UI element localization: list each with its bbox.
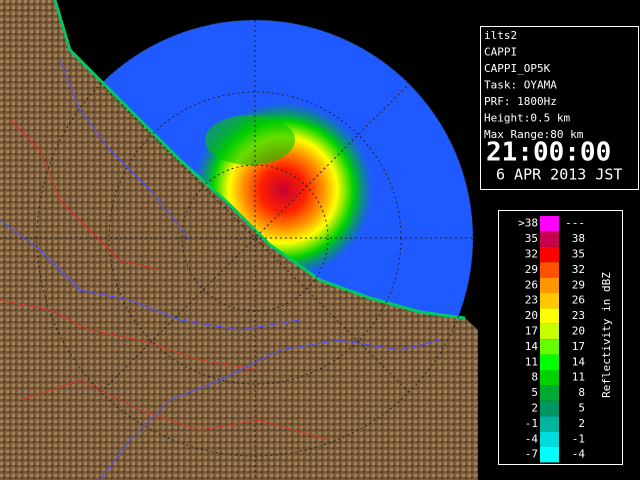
coastal-echo: [53, 0, 466, 320]
info-line: ilts2: [484, 29, 517, 42]
legend-high: 29: [572, 278, 585, 291]
legend-high: 14: [572, 355, 586, 368]
legend-high: 38: [572, 232, 585, 245]
legend-low: 20: [525, 309, 538, 322]
legend-swatch: [540, 416, 559, 432]
legend-low: 29: [525, 263, 538, 276]
legend-swatch: [540, 431, 559, 447]
legend-low: 5: [531, 386, 538, 399]
legend-high: 32: [572, 263, 585, 276]
legend-high: -1: [572, 432, 585, 445]
legend-swatch: [540, 231, 559, 247]
legend-swatch: [540, 370, 559, 386]
legend-swatch: [540, 262, 559, 278]
legend-swatch: [540, 339, 559, 355]
legend-high: 2: [578, 417, 585, 430]
legend-low: 35: [525, 232, 538, 245]
legend-high: 5: [578, 402, 585, 415]
info-panel: [480, 26, 639, 190]
legend-high: -4: [572, 448, 586, 461]
map: [0, 0, 478, 480]
legend-low: 26: [525, 278, 538, 291]
legend-high: 8: [578, 386, 585, 399]
legend-high: 26: [572, 294, 585, 307]
legend-low: >38: [518, 217, 538, 230]
legend-low: -4: [525, 432, 539, 445]
legend-low: 2: [531, 402, 538, 415]
legend-swatch: [540, 277, 559, 293]
legend-high: 11: [572, 371, 585, 384]
info-line: CAPPI: [484, 46, 517, 59]
range-rings: [0, 19, 478, 480]
legend-low: 11: [525, 355, 538, 368]
info-line: CAPPI_OP5K: [484, 62, 551, 75]
info-line: Max Range:80 km: [484, 128, 584, 141]
land: [0, 0, 478, 480]
legend-low: -7: [525, 448, 538, 461]
legend-swatch: [540, 354, 559, 370]
legend-high: 35: [572, 248, 585, 261]
legend-high: 23: [572, 309, 585, 322]
legend-low: 14: [525, 340, 539, 353]
date: 6 APR 2013 JST: [496, 166, 622, 184]
info-lines: ilts2 CAPPI CAPPI_OP5K Task: OYAMA PRF: 1800…: [484, 29, 584, 141]
legend-high: 20: [572, 325, 585, 338]
precipitation-area: [205, 115, 295, 165]
legend-low: 23: [525, 294, 538, 307]
legend-swatch: [540, 447, 559, 463]
legend-swatch: [540, 293, 559, 309]
legend-swatch: [540, 246, 559, 263]
legend-low: 32: [525, 248, 538, 261]
legend-rows: >38 --- 35 38 32 35 29 32 26 29 23 26 20 23 17 20 14 17 11…: [518, 216, 586, 463]
legend-swatch: [540, 400, 559, 417]
legend-high: 17: [572, 340, 585, 353]
info-line: PRF: 1800Hz: [484, 95, 557, 108]
time: 21:00:00: [486, 138, 611, 168]
legend-swatch: [540, 216, 559, 232]
legend-swatch: [540, 308, 559, 324]
legend-swatch: [540, 323, 559, 340]
rivers-borders: [0, 59, 441, 480]
legend-high: ---: [565, 217, 585, 230]
info-line: Height:0.5 km: [484, 112, 570, 125]
legend-title: Reflectivity in dBZ: [600, 272, 613, 398]
legend-low: 17: [525, 325, 538, 338]
legend-swatch: [540, 385, 559, 401]
legend-low: -1: [525, 417, 538, 430]
legend-low: 8: [531, 371, 538, 384]
legend-box: [498, 210, 623, 465]
info-line: Task: OYAMA: [484, 79, 557, 92]
